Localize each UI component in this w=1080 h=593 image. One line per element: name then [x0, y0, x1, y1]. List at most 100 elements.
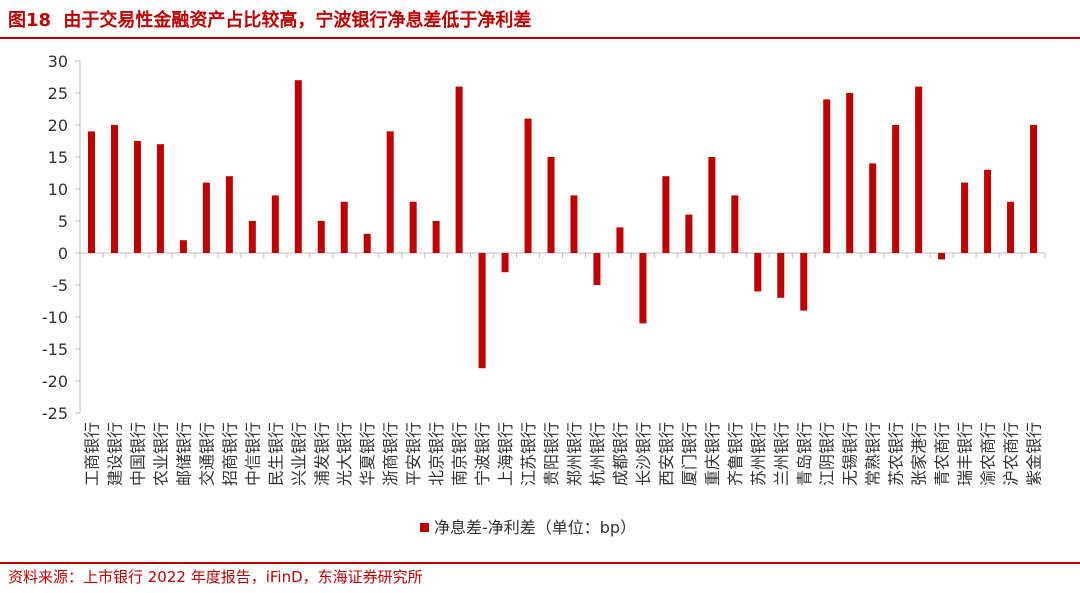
bar: [133, 141, 141, 253]
x-tick-label: 常熟银行: [864, 422, 883, 486]
bar-series: [87, 80, 1038, 369]
x-tick-label: 光大银行: [335, 422, 354, 486]
bar: [823, 99, 831, 254]
x-tick-label: 南京银行: [450, 422, 469, 486]
bar: [869, 163, 877, 253]
bar: [340, 201, 348, 253]
x-tick-label: 苏农银行: [887, 422, 906, 486]
x-tick-label: 厦门银行: [680, 422, 699, 486]
bar: [915, 86, 923, 253]
bar: [570, 195, 578, 253]
x-tick-label: 农业银行: [151, 422, 170, 486]
x-tick-label: 紫金银行: [1025, 422, 1044, 486]
bar: [938, 253, 946, 260]
bar: [892, 125, 900, 253]
y-tick-label: 15: [48, 148, 68, 167]
x-tick-label: 浦发银行: [312, 422, 331, 486]
y-tick-label: -10: [42, 308, 68, 327]
x-tick-label: 民生银行: [266, 422, 285, 486]
x-tick-label: 江阴银行: [818, 422, 837, 486]
bar: [455, 86, 463, 253]
bar: [708, 157, 716, 253]
bar: [777, 253, 785, 298]
bar: [754, 253, 762, 292]
bar: [662, 176, 670, 253]
y-tick-label: -25: [42, 404, 68, 423]
bar: [616, 227, 624, 253]
x-tick-label: 建设银行: [105, 422, 124, 486]
bar: [593, 253, 601, 285]
bar: [547, 157, 555, 253]
x-tick-label: 邮储银行: [174, 422, 193, 486]
bar: [202, 182, 210, 253]
y-tick-label: -5: [52, 276, 68, 295]
bar: [961, 182, 969, 253]
x-tick-label: 渝农商行: [979, 422, 998, 486]
legend: 净息差-净利差（单位：bp）: [420, 518, 636, 537]
x-tick-label: 无锡银行: [841, 422, 860, 486]
x-tick-label: 北京银行: [427, 422, 446, 486]
bar: [271, 195, 279, 253]
bar: [846, 93, 854, 253]
bar: [363, 233, 371, 253]
bar: [639, 253, 647, 324]
x-tick-label: 浙商银行: [381, 422, 400, 486]
x-tick-label: 兰州银行: [772, 422, 791, 486]
bar: [501, 253, 509, 273]
bar: [1030, 125, 1038, 253]
x-tick-label: 瑞丰银行: [956, 422, 975, 486]
figure-title-text: 由于交易性金融资产占比较高，宁波银行净息差低于净利差: [63, 10, 532, 31]
bar: [800, 253, 808, 311]
y-tick-label: 30: [48, 52, 68, 71]
bar: [179, 240, 187, 253]
bar: [110, 125, 118, 253]
x-tick-label: 兴业银行: [289, 422, 308, 486]
bar: [731, 195, 739, 253]
y-tick-label: 20: [48, 116, 68, 135]
x-tick-label: 华夏银行: [358, 422, 377, 486]
x-tick-label: 青农商行: [933, 422, 952, 486]
x-tick-label: 西安银行: [657, 422, 676, 486]
y-tick-label: 10: [48, 180, 68, 199]
x-tick-label: 成都银行: [611, 422, 630, 486]
bar: [524, 118, 532, 253]
x-tick-label: 青岛银行: [795, 422, 814, 486]
y-tick-label: 25: [48, 84, 68, 103]
bar: [1007, 201, 1015, 253]
bar: [432, 221, 440, 253]
y-tick-label: -20: [42, 372, 68, 391]
y-tick-label: 0: [58, 244, 68, 263]
figure-label: 图18: [8, 10, 52, 31]
x-tick-label: 张家港行: [910, 422, 929, 486]
bar: [317, 221, 325, 253]
x-tick-label: 平安银行: [404, 422, 423, 486]
x-tick-label: 交通银行: [197, 422, 216, 486]
bar: [409, 201, 417, 253]
legend-label: 净息差-净利差（单位：bp）: [434, 518, 636, 537]
bar: [294, 80, 302, 253]
x-tick-labels: 工商银行 建设银行 中国银行 农业银行 邮储银行 交通银行 招商银行 中信银行 民生银行 兴业银行…: [82, 422, 1043, 486]
y-axis: 30 25 20 15 10 5 0 -5 -10 -15 -20 -25: [42, 52, 81, 423]
x-tick-label: 宁波银行: [473, 422, 492, 486]
x-tick-label: 上海银行: [496, 422, 515, 486]
legend-swatch: [420, 523, 429, 532]
bar: [386, 131, 394, 253]
bar: [248, 221, 256, 253]
x-tick-label: 郑州银行: [565, 422, 584, 486]
source-divider: [0, 562, 1080, 564]
x-tick-label: 江苏银行: [519, 422, 538, 486]
x-tick-label: 杭州银行: [588, 422, 607, 486]
source-note: 资料来源：上市银行 2022 年度报告，iFinD，东海证券研究所: [8, 568, 423, 586]
x-tick-label: 贵阳银行: [542, 422, 561, 486]
bar: [478, 253, 486, 369]
y-tick-label: -15: [42, 340, 68, 359]
x-tick-label: 沪农商行: [1002, 422, 1021, 486]
title-divider: [0, 37, 1080, 39]
bar: [685, 214, 693, 253]
x-tick-label: 长沙银行: [634, 422, 653, 486]
x-tick-label: 中国银行: [128, 422, 147, 486]
x-tick-label: 中信银行: [243, 422, 262, 486]
x-tick-label: 重庆银行: [703, 422, 722, 486]
bar-chart: 30 25 20 15 10 5 0 -5 -10 -15 -20 -25 工商银行 建设银行 中国银行农…: [42, 52, 1046, 537]
bar: [984, 169, 992, 253]
